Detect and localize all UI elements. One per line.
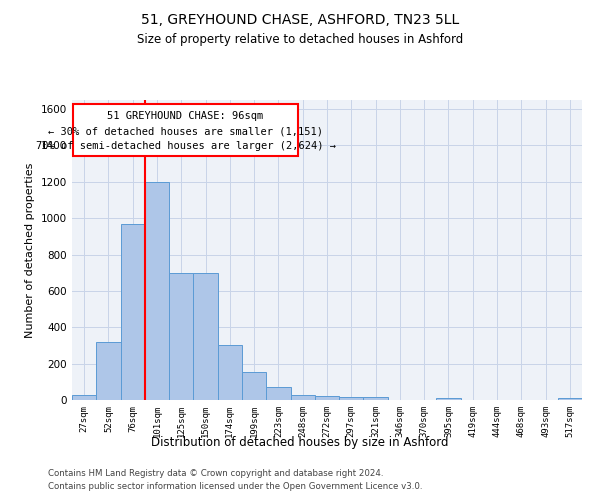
Bar xyxy=(72,394,96,400)
Text: Distribution of detached houses by size in Ashford: Distribution of detached houses by size … xyxy=(151,436,449,449)
Bar xyxy=(169,272,193,400)
Bar xyxy=(96,342,121,400)
Bar xyxy=(121,224,145,400)
Text: ← 30% of detached houses are smaller (1,151): ← 30% of detached houses are smaller (1,… xyxy=(48,126,323,136)
Bar xyxy=(339,398,364,400)
FancyBboxPatch shape xyxy=(73,104,298,156)
Text: 70% of semi-detached houses are larger (2,624) →: 70% of semi-detached houses are larger (… xyxy=(35,141,335,151)
Bar xyxy=(558,398,582,400)
Text: 51 GREYHOUND CHASE: 96sqm: 51 GREYHOUND CHASE: 96sqm xyxy=(107,112,263,122)
Bar xyxy=(290,394,315,400)
Y-axis label: Number of detached properties: Number of detached properties xyxy=(25,162,35,338)
Text: Contains HM Land Registry data © Crown copyright and database right 2024.: Contains HM Land Registry data © Crown c… xyxy=(48,468,383,477)
Bar xyxy=(145,182,169,400)
Bar xyxy=(193,272,218,400)
Bar xyxy=(315,396,339,400)
Text: Contains public sector information licensed under the Open Government Licence v3: Contains public sector information licen… xyxy=(48,482,422,491)
Bar xyxy=(266,388,290,400)
Bar xyxy=(436,398,461,400)
Bar xyxy=(218,346,242,400)
Text: 51, GREYHOUND CHASE, ASHFORD, TN23 5LL: 51, GREYHOUND CHASE, ASHFORD, TN23 5LL xyxy=(141,12,459,26)
Bar xyxy=(242,372,266,400)
Text: Size of property relative to detached houses in Ashford: Size of property relative to detached ho… xyxy=(137,32,463,46)
Bar xyxy=(364,398,388,400)
